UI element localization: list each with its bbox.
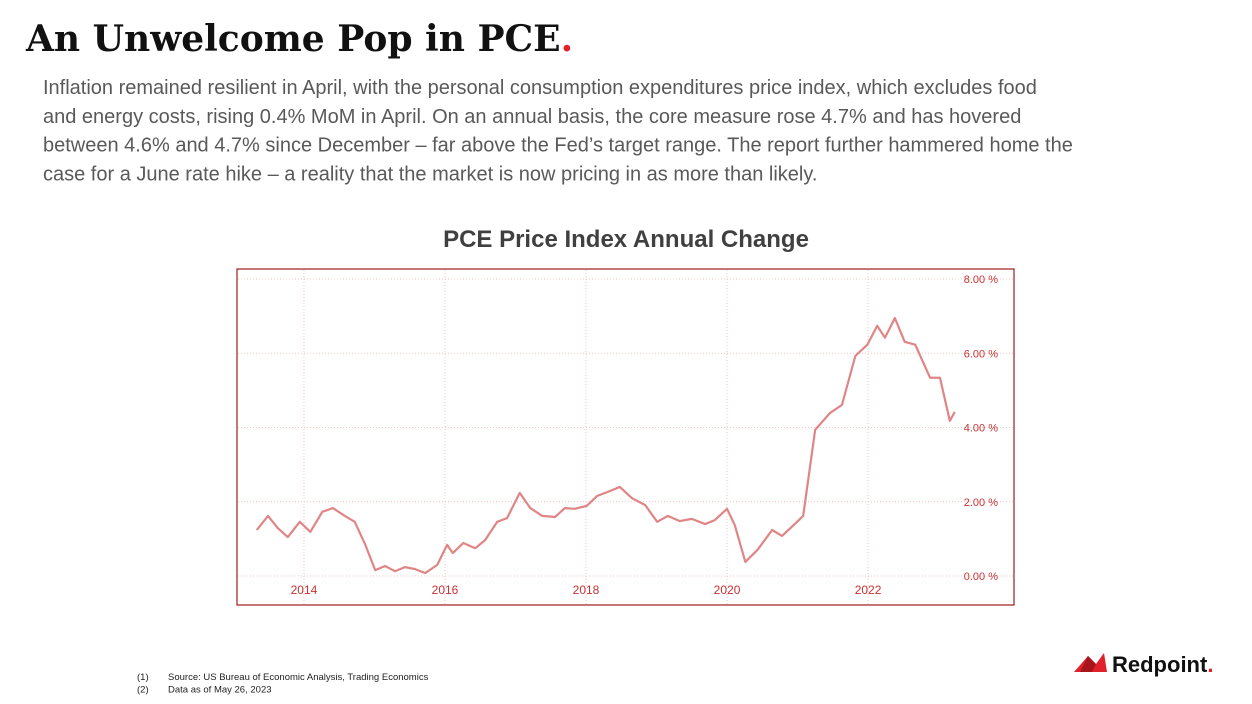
body-line: Inflation remained resilient in April, w… (43, 77, 1037, 99)
slide-title: An Unwelcome Pop in PCE. (25, 18, 573, 60)
data-line (255, 316, 956, 575)
chart-frame (236, 268, 1015, 606)
chart: 0.00 % 2.00 % 4.00 % 6.00 % 8.00 % 2014 2016 20… (238, 270, 1013, 604)
footnote-text: Source: US Bureau of Economic Analysis, … (168, 672, 429, 683)
footnotes: (1) Source: US Bureau of Economic Analysi… (137, 672, 429, 696)
body-line: between 4.6% and 4.7% since December – f… (43, 135, 1073, 157)
body-line: case for a June rate hike – a reality th… (43, 163, 817, 185)
logo-dot: . (1207, 652, 1213, 677)
y-tick-label: 0.00 % (964, 571, 998, 583)
footnote-text: Data as of May 26, 2023 (168, 685, 272, 696)
title-dot: . (561, 18, 574, 60)
logo-icon-shade (1080, 656, 1096, 672)
title-text: An Unwelcome Pop in PCE (25, 18, 561, 60)
logo-name: Redpoint (1112, 652, 1208, 677)
y-tick-label: 2.00 % (964, 497, 998, 509)
x-tick-label: 2016 (432, 583, 459, 597)
chart-title: PCE Price Index Annual Change (443, 226, 809, 253)
y-tick-label: 6.00 % (964, 348, 998, 360)
logo: Redpoint. (1074, 652, 1213, 677)
x-tick-label: 2018 (573, 583, 600, 597)
x-tick-label: 2020 (714, 583, 741, 597)
footnote-number: (1) (137, 672, 149, 683)
body-text: Inflation remained resilient in April, w… (43, 77, 1073, 185)
y-tick-label: 8.00 % (964, 274, 998, 286)
footnote-number: (2) (137, 685, 149, 696)
x-tick-label: 2022 (855, 583, 882, 597)
y-tick-label: 4.00 % (964, 423, 998, 435)
logo-text: Redpoint. (1112, 652, 1213, 677)
body-line: and energy costs, rising 0.4% MoM in Apr… (43, 106, 1021, 128)
x-tick-label: 2014 (291, 583, 318, 597)
